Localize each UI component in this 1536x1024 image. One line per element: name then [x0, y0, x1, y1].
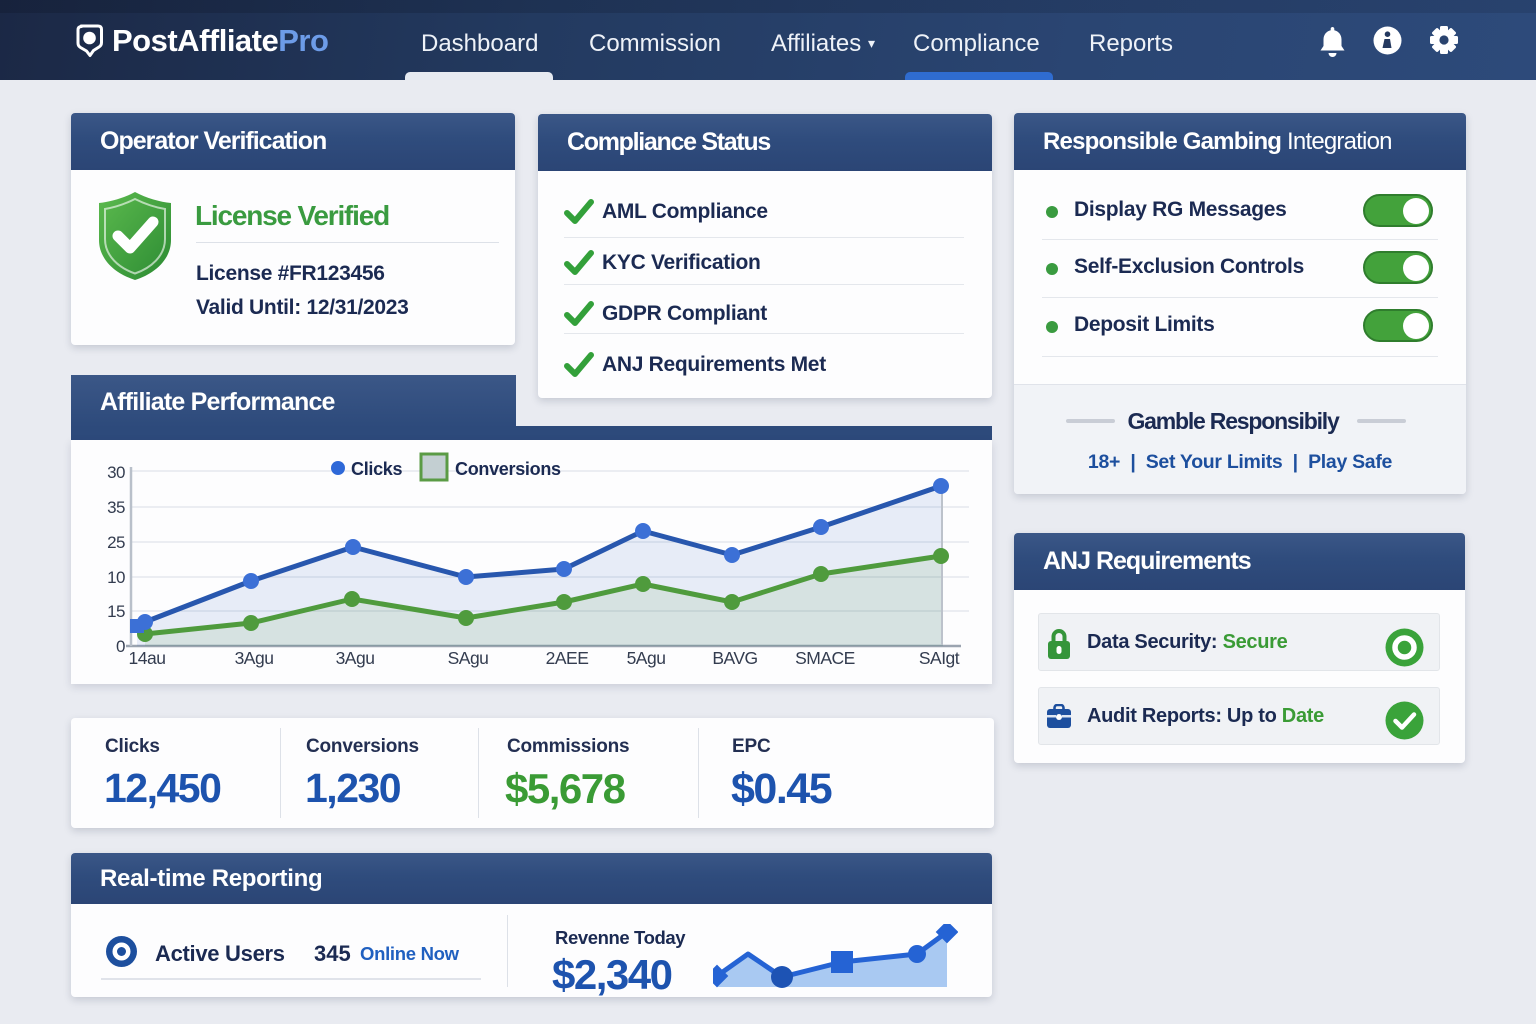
svg-text:35: 35 [107, 498, 125, 517]
svg-text:5Agu: 5Agu [627, 648, 666, 668]
svg-text:14au: 14au [129, 648, 166, 668]
svg-text:Conversions: Conversions [455, 459, 561, 479]
svg-text:25: 25 [107, 533, 125, 552]
svg-text:30: 30 [107, 463, 125, 482]
svg-text:2AEE: 2AEE [546, 648, 589, 668]
svg-text:15: 15 [107, 602, 125, 621]
svg-text:SAIgt: SAIgt [919, 648, 960, 668]
svg-text:0: 0 [116, 637, 125, 656]
svg-text:BAVG: BAVG [712, 648, 757, 668]
svg-text:10: 10 [107, 568, 125, 587]
svg-text:3Agu: 3Agu [336, 648, 375, 668]
svg-text:Clicks: Clicks [351, 459, 403, 479]
svg-text:SAgu: SAgu [448, 648, 489, 668]
svg-text:SMACE: SMACE [795, 648, 855, 668]
svg-text:3Agu: 3Agu [235, 648, 274, 668]
